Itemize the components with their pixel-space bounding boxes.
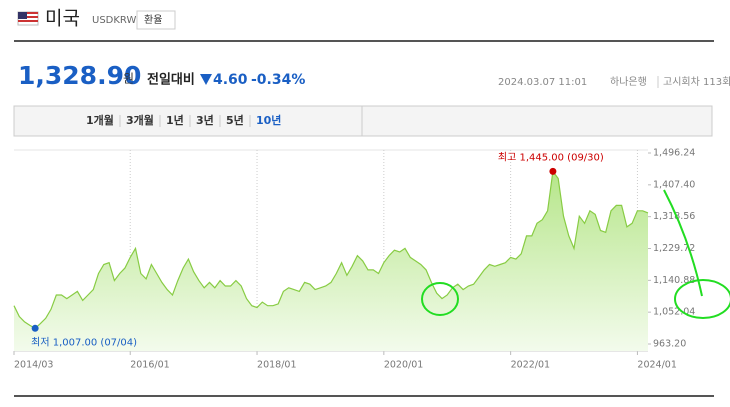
y-tick-label: 963.20 [653, 339, 686, 350]
extreme-point [31, 324, 39, 332]
y-tick-label: 1,407.40 [653, 179, 695, 190]
tab-bar [13, 105, 713, 137]
y-tick-label: 1,052.04 [653, 307, 695, 318]
round: 고시회차 113회 [663, 76, 730, 88]
y-tick-label: 1,496.24 [653, 148, 695, 159]
x-tick-label: 2016/01 [130, 360, 169, 371]
tab[interactable]: 3년 [196, 113, 214, 127]
y-tick-label: 1,229.72 [653, 243, 695, 254]
price: 1,328.90 [18, 61, 141, 90]
line [13, 169, 649, 330]
change: 4.60 [213, 72, 248, 88]
flag [17, 11, 39, 26]
country: 미국 [45, 8, 80, 30]
timestamp: 2024.03.07 11:01 [498, 77, 587, 88]
y-tick-label: 1,140.88 [653, 275, 695, 286]
hand-arrow [663, 189, 703, 297]
annotation: 최저 1,007.00 (07/04) [31, 336, 137, 348]
tab[interactable]: 3개월 [126, 113, 154, 127]
bank: 하나은행 [610, 75, 647, 88]
change-pct: -0.34% [251, 72, 305, 88]
x-tick-label: 2022/01 [511, 360, 550, 371]
y-tick-label: 1,318.56 [653, 211, 695, 222]
x-tick-label: 2014/03 [14, 360, 53, 371]
tab[interactable]: 10년 [256, 113, 281, 127]
button[interactable]: 환율 [144, 14, 162, 26]
tab[interactable]: 1년 [166, 113, 184, 127]
change-label: 전일대비 [147, 72, 195, 88]
code: USDKRW [92, 15, 136, 26]
x-tick-label: 2024/01 [637, 360, 676, 371]
unit: 원 [123, 72, 134, 86]
x-tick-label: 2018/01 [257, 360, 296, 371]
down-arrow [200, 74, 212, 85]
x-tick-label: 2020/01 [384, 360, 423, 371]
tab[interactable]: 1개월 [86, 113, 114, 127]
hand-circle [421, 282, 459, 316]
button-box[interactable] [136, 10, 176, 30]
extreme-point [549, 167, 557, 175]
hand-circle [674, 279, 730, 319]
area [14, 171, 648, 351]
tab[interactable]: 5년 [226, 113, 244, 127]
annotation: 최고 1,445.00 (09/30) [498, 151, 604, 163]
